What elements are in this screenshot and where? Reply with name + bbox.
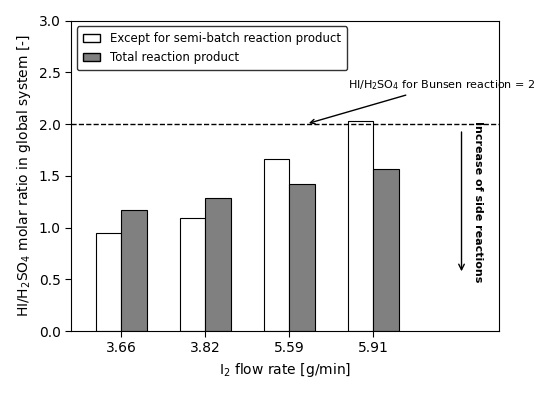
Y-axis label: HI/H$_2$SO$_4$ molar ratio in global system [-]: HI/H$_2$SO$_4$ molar ratio in global sys… [15,34,33,317]
Bar [206,197,230,331]
Legend: Except for semi-batch reaction product, Total reaction product: Except for semi-batch reaction product, … [77,26,347,70]
Bar [96,233,121,331]
Bar [121,210,147,331]
Bar [374,169,398,331]
Text: Increase of side reactions: Increase of side reactions [473,121,483,282]
Bar [289,184,315,331]
Bar [264,159,289,331]
Text: HI/H$_2$SO$_4$ for Bunsen reaction = 2: HI/H$_2$SO$_4$ for Bunsen reaction = 2 [310,78,536,124]
Bar [348,121,374,331]
Bar [180,218,206,331]
X-axis label: I$_2$ flow rate [g/min]: I$_2$ flow rate [g/min] [219,361,351,379]
